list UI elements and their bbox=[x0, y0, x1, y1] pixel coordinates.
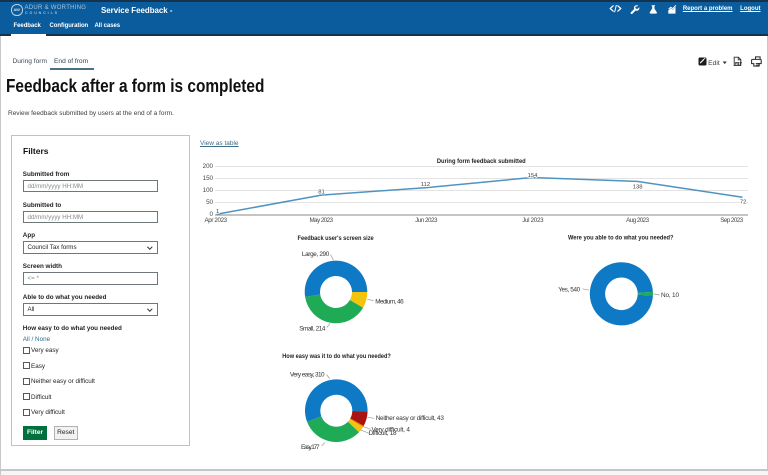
svg-text:Jul 2023: Jul 2023 bbox=[522, 217, 544, 224]
svg-text:150: 150 bbox=[203, 175, 214, 182]
svg-text:Very easy, 310: Very easy, 310 bbox=[290, 371, 325, 378]
svg-text:Medium, 46: Medium, 46 bbox=[375, 298, 404, 305]
svg-text:100: 100 bbox=[203, 187, 214, 194]
svg-text:50: 50 bbox=[206, 199, 213, 206]
svg-text:May 2023: May 2023 bbox=[310, 217, 334, 224]
svg-text:Difficult, 18: Difficult, 18 bbox=[369, 430, 397, 437]
svg-text:200: 200 bbox=[203, 163, 214, 170]
svg-text:112: 112 bbox=[421, 182, 430, 188]
svg-text:Easy, 177: Easy, 177 bbox=[301, 444, 320, 451]
svg-text:Apr 2023: Apr 2023 bbox=[205, 217, 228, 224]
svg-text:Were you able to do what you n: Were you able to do what you needed? bbox=[568, 234, 674, 241]
svg-text:138: 138 bbox=[633, 184, 644, 190]
svg-text:Yes, 540: Yes, 540 bbox=[558, 286, 580, 293]
svg-text:Jun 2023: Jun 2023 bbox=[415, 217, 438, 224]
svg-text:Large, 290: Large, 290 bbox=[302, 251, 330, 258]
svg-text:0: 0 bbox=[210, 211, 214, 218]
svg-text:Feedback user's screen size: Feedback user's screen size bbox=[298, 235, 375, 242]
svg-text:Small, 214: Small, 214 bbox=[299, 326, 326, 333]
svg-text:1: 1 bbox=[216, 209, 219, 215]
svg-text:Aug 2023: Aug 2023 bbox=[626, 217, 649, 224]
svg-text:Sep 2023: Sep 2023 bbox=[720, 217, 744, 224]
svg-text:How easy was it to do what you: How easy was it to do what you needed? bbox=[282, 353, 391, 360]
svg-text:154: 154 bbox=[528, 173, 539, 179]
svg-text:Edit: Edit bbox=[708, 59, 720, 66]
svg-text:Neither easy or difficult, 43: Neither easy or difficult, 43 bbox=[376, 415, 445, 422]
svg-text:72: 72 bbox=[740, 200, 747, 206]
svg-text:No, 10: No, 10 bbox=[661, 292, 679, 299]
svg-text:81: 81 bbox=[318, 190, 325, 196]
svg-text:During form feedback submitted: During form feedback submitted bbox=[437, 158, 526, 165]
svg-text:Very difficult, 4: Very difficult, 4 bbox=[372, 426, 411, 433]
